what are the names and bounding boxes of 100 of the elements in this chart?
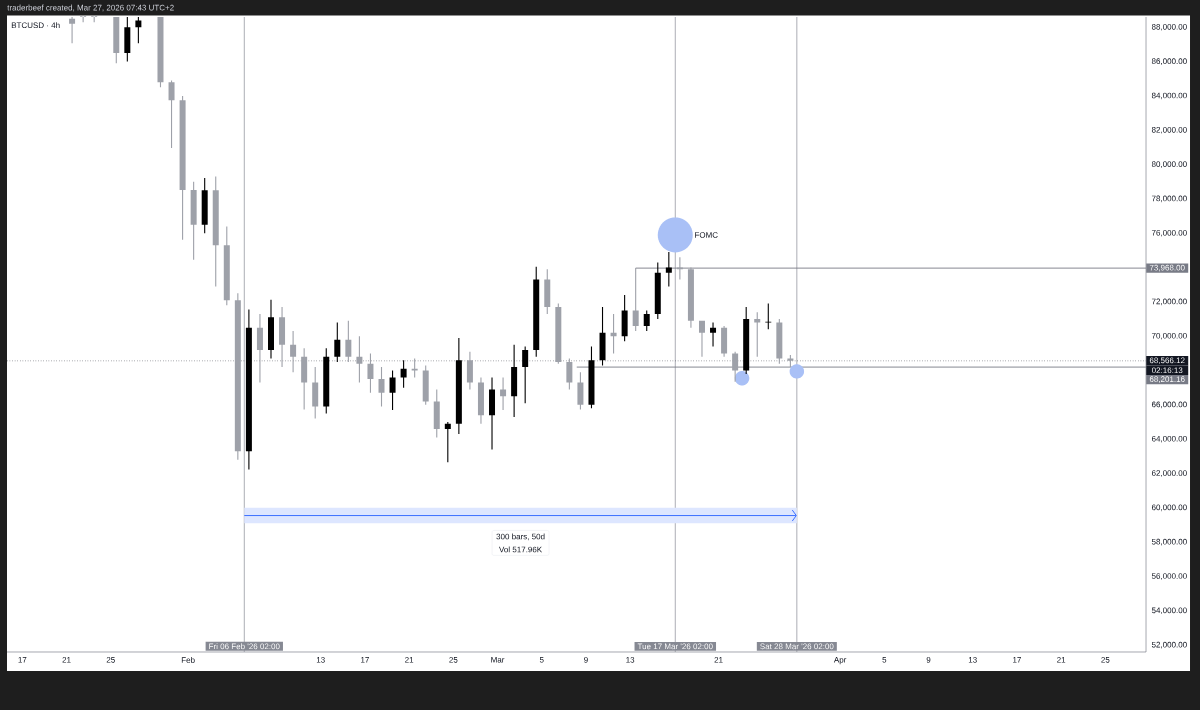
candlestick <box>157 17 164 88</box>
x-tick-label: 5 <box>882 657 887 663</box>
ref-line-label: Sat 28 Mar '26 02:00 <box>760 643 834 650</box>
candlestick <box>168 80 175 148</box>
x-tick-label: 17 <box>1013 657 1021 663</box>
y-tick-label: 72,000.00 <box>1151 298 1187 306</box>
candlestick <box>522 346 529 404</box>
candlestick <box>223 226 230 306</box>
y-tick-label: 64,000.00 <box>1151 435 1187 443</box>
annotation: 02:16:13 <box>1151 367 1183 374</box>
ref-line-label: Tue 17 Mar '26 02:00 <box>637 643 713 650</box>
x-tick-label: 17 <box>361 657 369 663</box>
x-tick-label: 21 <box>62 657 71 663</box>
text: traderbeef created, Mar 27, 2026 07:43 UTC+2 <box>7 4 174 12</box>
candlestick <box>721 325 728 357</box>
candlestick <box>466 351 473 390</box>
candlestick <box>710 322 717 347</box>
candlestick <box>489 377 496 450</box>
candlestick <box>400 360 407 388</box>
candlestick <box>113 17 120 64</box>
x-tick-label: Mar <box>491 657 505 663</box>
candlestick <box>599 307 606 366</box>
candlestick <box>212 176 219 287</box>
x-tick-label: 13 <box>626 657 635 663</box>
candlestick <box>444 422 451 463</box>
candlestick <box>279 307 286 368</box>
candlestick <box>334 322 341 362</box>
candlestick <box>754 312 761 357</box>
candlestick <box>632 268 639 332</box>
y-tick-label: 52,000.00 <box>1151 641 1187 649</box>
y-tick-label: 56,000.00 <box>1151 573 1187 580</box>
candlestick <box>588 346 595 409</box>
y-tick-label: 76,000.00 <box>1151 229 1187 237</box>
y-tick-label: 60,000.00 <box>1151 504 1187 512</box>
candlestick <box>323 348 330 414</box>
y-tick-label: 62,000.00 <box>1151 470 1187 477</box>
y-tick-label: 54,000.00 <box>1151 607 1187 615</box>
x-tick-label: 13 <box>316 657 325 663</box>
data-label: 68,201.16 <box>1149 376 1185 383</box>
candlestick <box>124 17 131 62</box>
y-tick-label: 86,000.00 <box>1151 58 1187 65</box>
candlestick <box>378 367 385 407</box>
candlestick <box>654 262 661 320</box>
candlestick <box>256 313 263 383</box>
candlestick <box>621 295 628 342</box>
y-tick-label: 70,000.00 <box>1151 332 1187 340</box>
candlestick <box>135 17 142 44</box>
candlestick <box>367 353 374 393</box>
candlestick <box>687 267 694 328</box>
candlestick <box>290 331 297 373</box>
candlestick <box>80 16 87 23</box>
candlestick <box>455 337 462 435</box>
candlestick <box>411 358 418 378</box>
candlestick <box>356 336 363 383</box>
y-tick-label: 80,000.00 <box>1151 161 1187 168</box>
candlestick <box>555 303 562 364</box>
candlestick <box>91 16 98 23</box>
candlestick <box>301 348 308 410</box>
candlestick <box>500 377 507 411</box>
candlestick <box>544 269 551 314</box>
candlestick <box>577 372 584 410</box>
candlestick <box>643 310 650 332</box>
x-tick-label: 25 <box>106 657 115 663</box>
ref-line-label: 68,566.12 <box>1149 357 1185 365</box>
y-tick-label: 58,000.00 <box>1151 538 1187 546</box>
text: BTCUSD · 4h <box>11 22 60 29</box>
x-tick-label: Apr <box>833 657 847 665</box>
candlestick <box>566 358 573 390</box>
x-tick-label: 17 <box>18 657 27 663</box>
candlestick <box>345 320 352 362</box>
candlestick <box>312 367 319 419</box>
candlestick <box>698 320 705 357</box>
candlestick <box>389 370 396 411</box>
candlestick <box>743 307 750 374</box>
candlestick <box>179 95 186 240</box>
x-tick-label: 25 <box>1101 657 1110 663</box>
y-tick-label: 82,000.00 <box>1151 126 1187 134</box>
x-tick-label: 9 <box>926 657 931 663</box>
x-tick-label: 13 <box>968 657 977 663</box>
candlestick <box>245 309 252 470</box>
x-tick-label: Feb <box>181 657 195 663</box>
candlestick <box>268 299 274 359</box>
candlestick <box>511 344 518 417</box>
x-tick-label: 21 <box>405 657 414 663</box>
x-tick-label: 5 <box>539 657 544 663</box>
ref-line-label: Fri 06 Feb '26 02:00 <box>209 643 280 650</box>
annotation: Vol 517.96K <box>499 546 543 553</box>
candlestick <box>234 293 241 460</box>
x-tick-label: 25 <box>449 657 458 663</box>
candlestick <box>533 266 540 357</box>
candlestick <box>69 17 76 44</box>
y-tick-label: 78,000.00 <box>1151 195 1187 203</box>
annotation: FOMC <box>695 232 718 238</box>
candlestick <box>787 355 794 368</box>
candlestick <box>422 365 429 405</box>
candlestick <box>610 313 617 354</box>
candlestick <box>477 377 484 424</box>
y-tick-label: 66,000.00 <box>1151 401 1187 409</box>
x-tick-label: 21 <box>1057 657 1066 663</box>
candlestick <box>433 389 440 438</box>
